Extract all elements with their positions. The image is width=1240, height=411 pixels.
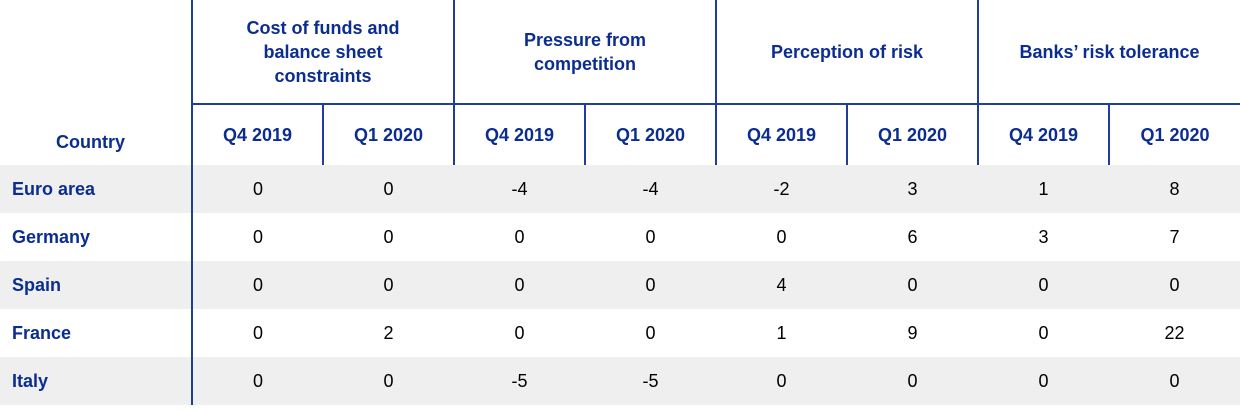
quarter-header: Q4 2019 <box>222 124 293 145</box>
value-cell: -5 <box>585 357 716 405</box>
country-name: France <box>0 309 193 357</box>
value-cell: 0 <box>252 226 263 247</box>
value-cell: 3 <box>847 165 979 213</box>
value-cell: 0 <box>645 226 656 247</box>
value-cell: 22 <box>1164 322 1185 343</box>
group-header-row: Country Cost of funds and balance sheet … <box>0 0 1240 165</box>
value-cell: 0 <box>323 165 454 213</box>
value-cell: 0 <box>1109 357 1240 405</box>
group-header: Pressure from competition <box>453 0 716 105</box>
value-cell: 0 <box>978 357 1110 405</box>
value-cell: 0 <box>192 357 323 405</box>
value-cell: 0 <box>514 322 525 343</box>
table-row: Italy 0 0 -5 -5 0 0 0 0 <box>0 357 1240 405</box>
group-header: Cost of funds and balance sheet constrai… <box>191 0 454 105</box>
value-cell: 7 <box>1169 226 1180 247</box>
value-cell: 0 <box>847 261 979 309</box>
group-label: Banks’ risk tolerance <box>1019 41 1200 62</box>
value-cell: 0 <box>192 261 323 309</box>
quarter-header: Q4 2019 <box>453 104 585 165</box>
value-cell: 0 <box>514 226 525 247</box>
quarter-header-row: Q4 2019 Q1 2020 Q4 2019 Q1 2020 Q4 2019 Q1 20… <box>0 104 1240 165</box>
value-cell: 0 <box>847 357 979 405</box>
country-name: Italy <box>0 357 193 405</box>
value-cell: 0 <box>978 261 1110 309</box>
quarter-header: Q4 2019 <box>977 104 1110 165</box>
group-label: Pressure from competition <box>523 29 647 74</box>
quarter-header: Q4 2019 <box>715 104 847 165</box>
table-row: Spain 0 0 0 0 4 0 0 0 <box>0 261 1240 309</box>
value-cell: 0 <box>585 261 716 309</box>
value-cell: 0 <box>645 322 656 343</box>
quarter-header: Q1 2020 <box>322 104 454 165</box>
value-cell: 1 <box>978 165 1110 213</box>
value-cell: -5 <box>454 357 585 405</box>
quarter-header: Q1 2020 <box>1108 104 1240 165</box>
value-cell: 6 <box>907 226 918 247</box>
quarter-header: Q1 2020 <box>845 104 979 165</box>
value-cell: 0 <box>1038 322 1049 343</box>
group-header: Banks’ risk tolerance <box>977 0 1240 105</box>
country-name: Germany <box>0 213 193 261</box>
value-cell: 0 <box>454 261 585 309</box>
value-cell: -4 <box>454 165 585 213</box>
group-label: Perception of risk <box>770 41 924 62</box>
value-cell: 1 <box>776 322 787 343</box>
value-cell: 0 <box>1109 261 1240 309</box>
value-cell: 3 <box>1038 226 1049 247</box>
country-name: Spain <box>0 261 193 309</box>
group-header: Perception of risk <box>714 0 979 105</box>
value-cell: 0 <box>252 322 263 343</box>
value-cell: -2 <box>716 165 847 213</box>
value-cell: -4 <box>585 165 716 213</box>
value-cell: 0 <box>192 165 323 213</box>
quarter-header: Q1 2020 <box>584 104 716 165</box>
country-header: Country <box>0 0 193 165</box>
table-row: France 0 2 0 0 1 9 0 22 <box>0 309 1240 357</box>
value-cell: 0 <box>323 357 454 405</box>
table-row: Euro area 0 0 -4 -4 -2 3 1 8 <box>0 165 1240 213</box>
table-row: Germany 0 0 0 0 0 6 3 7 <box>0 213 1240 261</box>
value-cell: 0 <box>383 226 394 247</box>
country-name: Euro area <box>0 165 193 213</box>
value-cell: 4 <box>716 261 847 309</box>
value-cell: 0 <box>776 226 787 247</box>
value-cell: 9 <box>907 322 918 343</box>
table-header: Country Cost of funds and balance sheet … <box>0 0 1240 165</box>
value-cell: 8 <box>1109 165 1240 213</box>
value-cell: 2 <box>383 322 394 343</box>
value-cell: 0 <box>323 261 454 309</box>
group-label: Cost of funds and balance sheet constrai… <box>246 17 400 86</box>
table-body: Euro area 0 0 -4 -4 -2 3 1 8 Germany 0 0 0 0 0 6 3 7 Spain… <box>0 165 1240 405</box>
value-cell: 0 <box>716 357 847 405</box>
